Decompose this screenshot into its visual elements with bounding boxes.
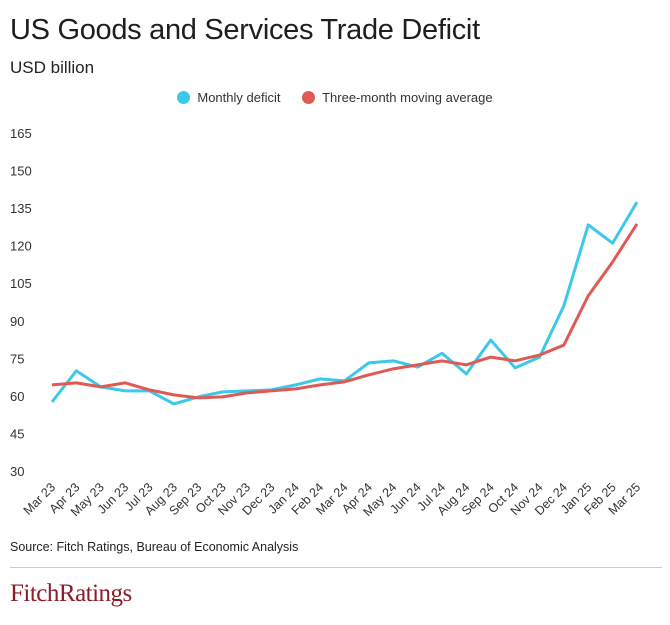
average-line (51, 223, 639, 400)
fitch-ratings-logo: FitchRatings (10, 580, 132, 607)
y-tick-label: 60 (10, 389, 24, 404)
y-tick-label: 120 (10, 239, 32, 254)
source-note: Source: Fitch Ratings, Bureau of Economi… (10, 540, 299, 554)
y-tick-label: 165 (10, 126, 32, 141)
y-tick-label: 30 (10, 464, 24, 479)
y-tick-label: 90 (10, 314, 24, 329)
legend-item-monthly: Monthly deficit (177, 90, 280, 105)
chart-title: US Goods and Services Trade Deficit (10, 14, 480, 46)
y-tick-label: 135 (10, 201, 32, 216)
monthly-line (50, 201, 639, 406)
y-tick-label: 105 (10, 276, 32, 291)
legend-item-average: Three-month moving average (302, 90, 493, 105)
legend-label-average: Three-month moving average (322, 90, 493, 105)
chart-subtitle: USD billion (10, 58, 95, 77)
legend-dot-average (302, 91, 316, 104)
legend-label-monthly: Monthly deficit (197, 90, 281, 105)
y-tick-label: 150 (10, 164, 32, 179)
legend-dot-monthly (177, 91, 191, 104)
divider (10, 567, 662, 568)
legend: Monthly deficit Three-month moving avera… (0, 90, 670, 107)
y-tick-label: 75 (10, 351, 24, 366)
y-tick-label: 45 (10, 426, 24, 441)
